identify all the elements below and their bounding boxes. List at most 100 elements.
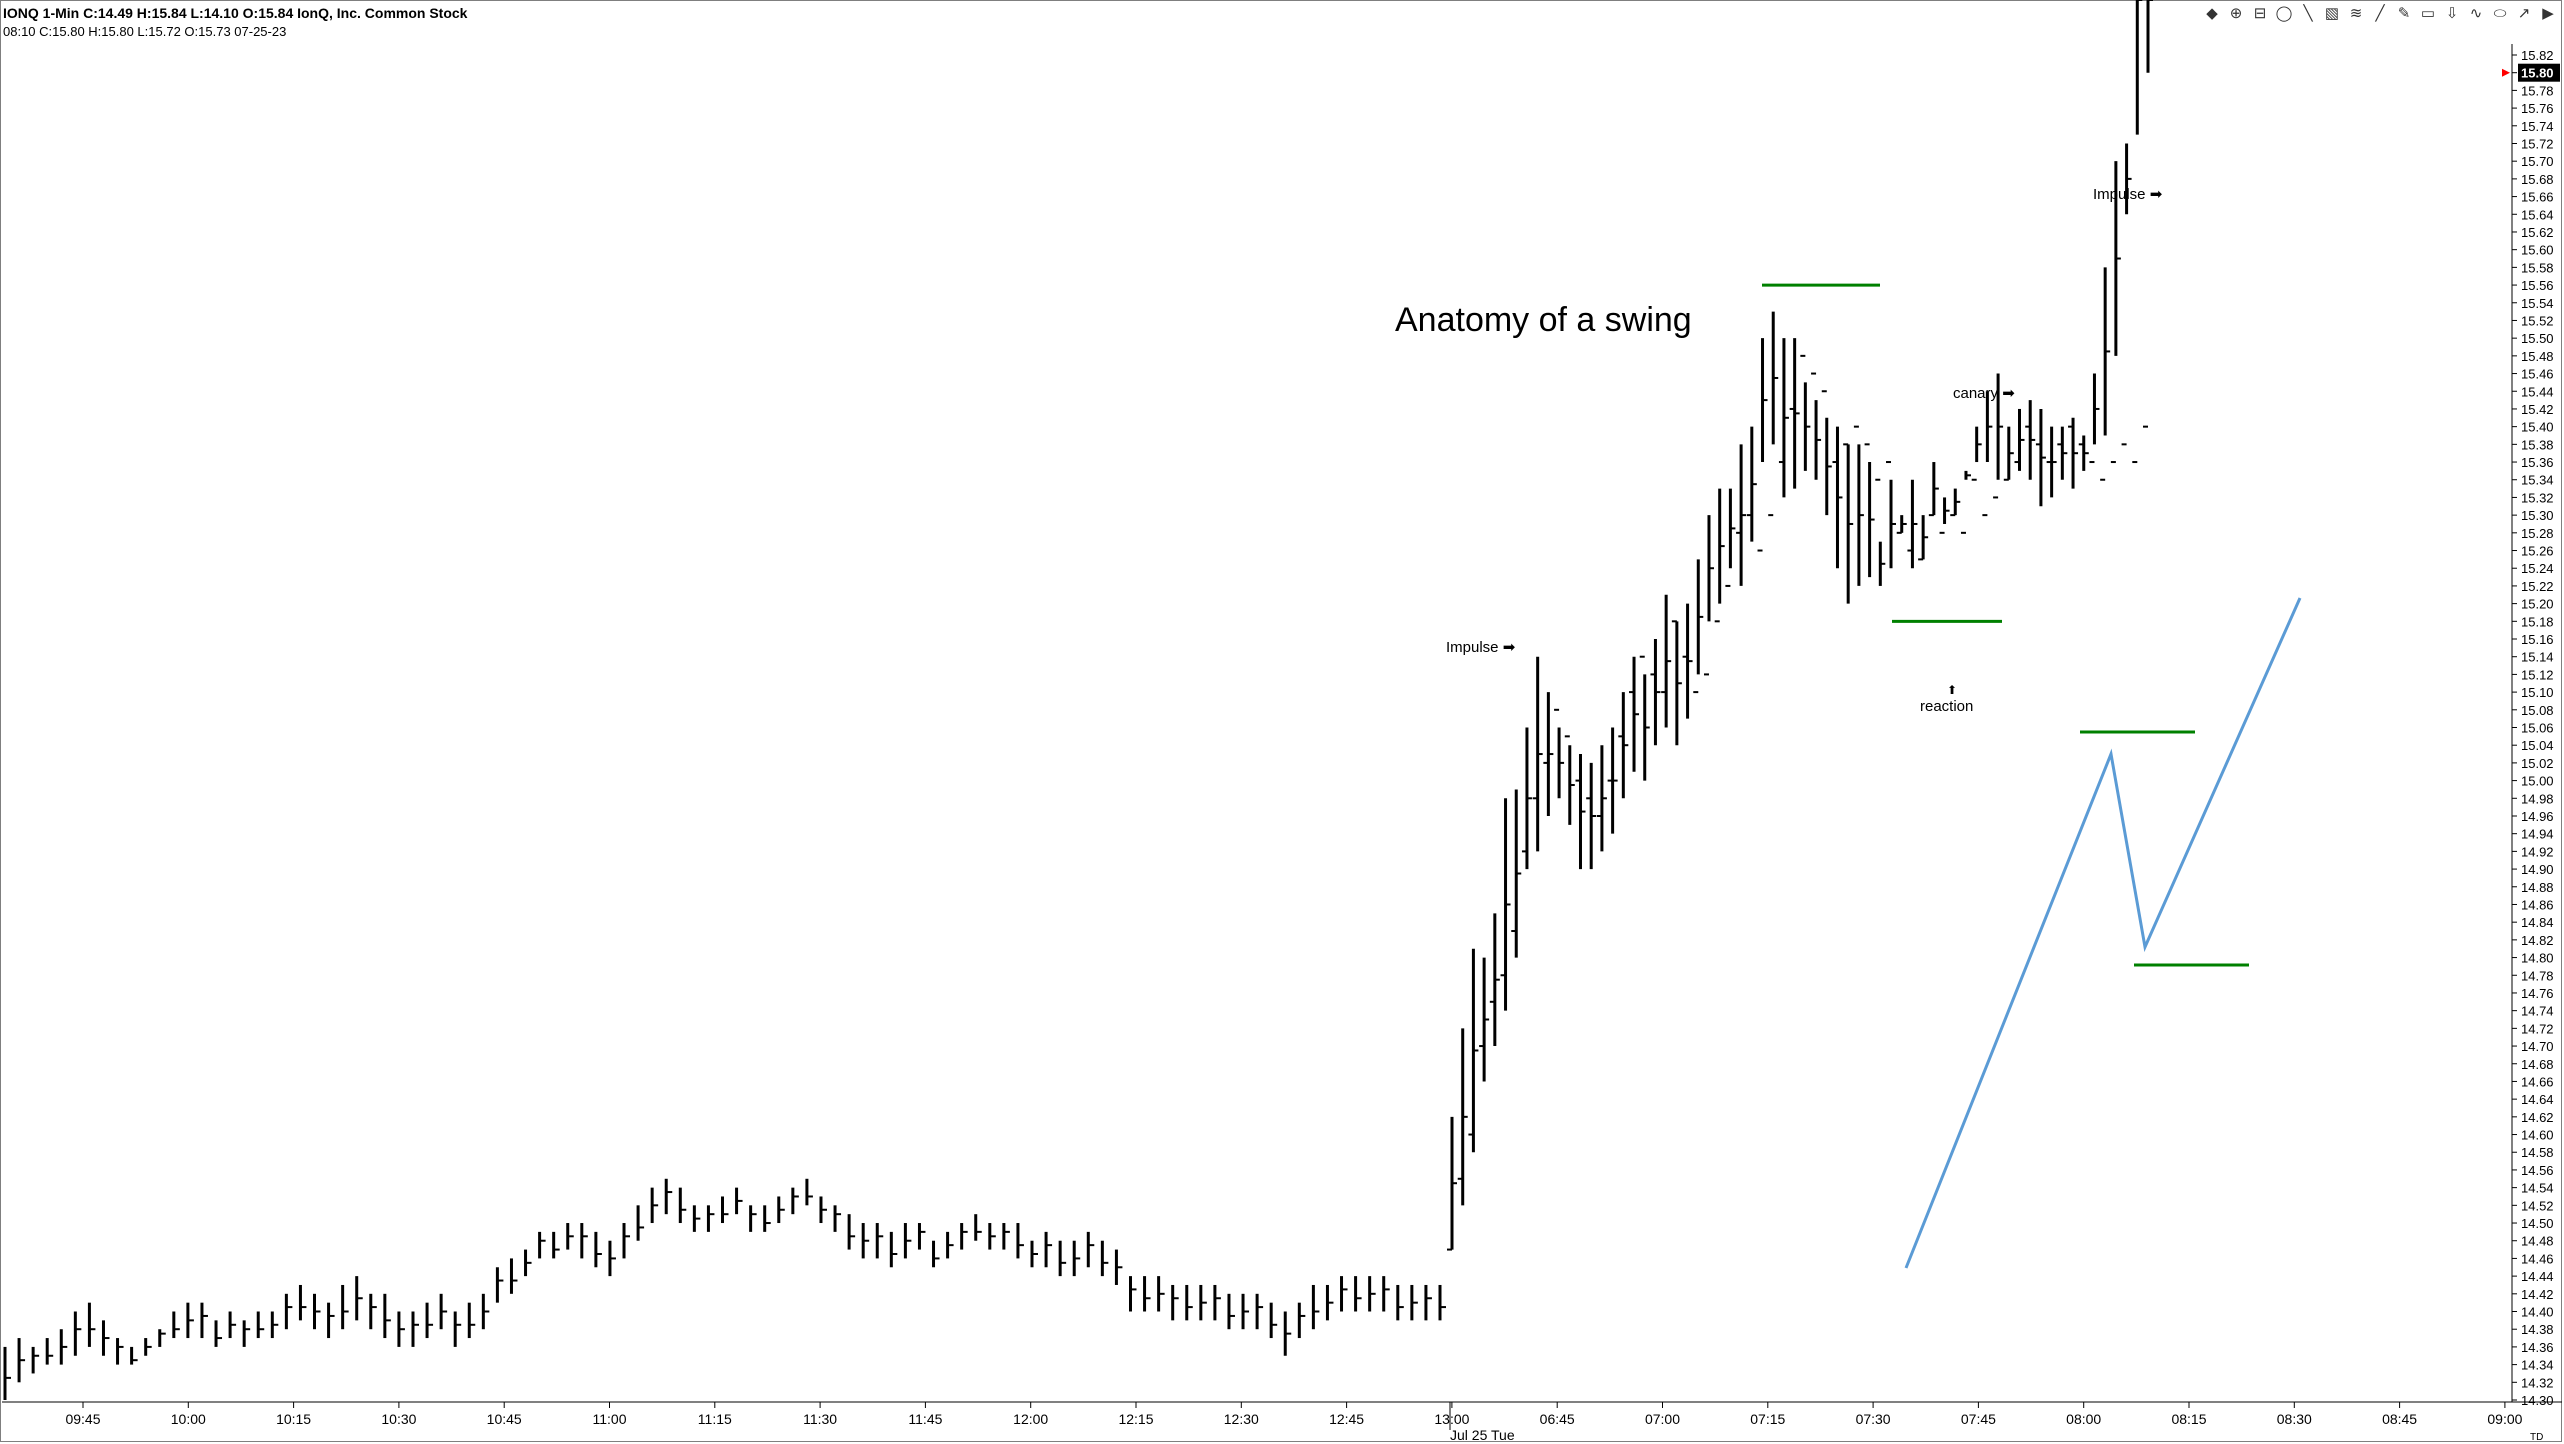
swing-diagram-line [1904,597,2302,1269]
price-tick-label: 15.64 [2521,207,2554,222]
price-tick-label: 15.04 [2521,738,2554,753]
canary-label: canary ➡ [1953,385,2015,402]
price-tick-label: 15.00 [2521,774,2554,789]
crosshair-icon[interactable]: ⊕ [2229,5,2243,22]
price-tick-label: 15.26 [2521,544,2554,559]
time-tick-label: 11:30 [803,1411,837,1427]
price-tick-label: 14.38 [2521,1322,2554,1337]
layers-icon[interactable]: ◆ [2206,5,2218,22]
arrow-icon[interactable]: ⇩ [2445,5,2459,22]
ellipse-icon[interactable]: ⬭ [2493,4,2507,22]
price-tick-label: 14.78 [2521,968,2554,983]
price-tick-label: 15.54 [2521,296,2554,311]
price-tick-label: 15.06 [2521,721,2554,736]
price-tick-label: 14.36 [2521,1340,2554,1355]
price-tick-label: 14.58 [2521,1145,2554,1160]
price-tick-label: 14.84 [2521,915,2554,930]
price-tick-label: 15.40 [2521,420,2554,435]
price-tick-label: 14.44 [2521,1269,2554,1284]
price-tick-label: 14.64 [2521,1092,2554,1107]
price-tick-label: 14.68 [2521,1057,2554,1072]
price-tick-label: 15.44 [2521,384,2554,399]
price-tick-label: 14.52 [2521,1198,2554,1213]
ruler-icon[interactable]: ⊟ [2253,5,2267,22]
time-tick-label: 07:45 [1961,1411,1996,1427]
price-tick-label: 14.74 [2521,1004,2554,1019]
price-tick-label: 15.76 [2521,101,2554,116]
price-tick-label: 15.60 [2521,243,2554,258]
bar-info: 08:10 C:15.80 H:15.80 L:15.72 O:15.73 07… [3,24,287,39]
last-price-box [2518,63,2560,82]
time-tick-label: 09:45 [65,1411,100,1427]
time-tick-label: 12:30 [1224,1411,1259,1427]
pencil-icon[interactable]: ✎ [2397,5,2411,22]
time-tick-label: 07:00 [1645,1411,1680,1427]
price-tick-label: 15.02 [2521,756,2554,771]
drawing-toolbar: ◆ ⊕ ⊟ ◯ ╲ ▧ ≋ ╱ ✎ ▭ ⇩ ∿ ⬭ ↗ ▶ [2202,3,2558,25]
circle-icon[interactable]: ◯ [2275,5,2293,22]
price-tick-label: 14.60 [2521,1128,2554,1143]
price-tick-label: 14.42 [2521,1287,2554,1302]
price-tick-label: 15.22 [2521,579,2554,594]
price-tick-label: 15.70 [2521,154,2554,169]
time-tick-label: 06:45 [1540,1411,1575,1427]
trend-icon[interactable]: ↗ [2517,5,2531,22]
price-tick-label: 15.18 [2521,614,2554,629]
price-tick-label: 15.30 [2521,508,2554,523]
price-tick-label: 14.70 [2521,1039,2554,1054]
price-tick-label: 15.24 [2521,561,2554,576]
time-tick-label: 10:00 [171,1411,206,1427]
time-tick-label: 13:00 [1434,1411,1469,1427]
price-tick-label: 14.32 [2521,1375,2554,1390]
line-icon[interactable]: ╲ [2303,5,2313,22]
reaction-label: reaction [1920,698,1973,715]
impulse-label-1: Impulse ➡ [1446,639,1516,656]
price-tick-label: 14.76 [2521,986,2554,1001]
price-tick-label: 14.56 [2521,1163,2554,1178]
price-tick-label: 15.50 [2521,331,2554,346]
price-tick-label: 15.08 [2521,703,2554,718]
price-tick-label: 14.94 [2521,827,2554,842]
price-tick-label: 14.48 [2521,1234,2554,1249]
price-tick-label: 14.30 [2521,1393,2554,1408]
price-tick-label: 14.92 [2521,844,2554,859]
price-tick-label: 15.32 [2521,490,2554,505]
time-tick-label: 07:30 [1856,1411,1891,1427]
price-tick-label: 14.82 [2521,933,2554,948]
price-tick-label: 15.62 [2521,225,2554,240]
time-tick-label: 12:15 [1118,1411,1153,1427]
price-tick-label: 15.48 [2521,349,2554,364]
price-tick-label: 15.16 [2521,632,2554,647]
time-tick-label: 12:00 [1013,1411,1048,1427]
price-tick-label: 14.54 [2521,1181,2554,1196]
price-tick-label: 14.86 [2521,897,2554,912]
time-tick-label: 08:15 [2171,1411,2206,1427]
price-tick-label: 14.62 [2521,1110,2554,1125]
fib-icon[interactable]: ≋ [2349,5,2363,22]
time-tick-label: 12:45 [1329,1411,1364,1427]
price-tick-label: 15.20 [2521,597,2554,612]
price-tick-label: 15.28 [2521,526,2554,541]
price-tick-label: 15.46 [2521,367,2554,382]
swing-icon[interactable]: ∿ [2469,5,2483,22]
price-tick-label: 14.88 [2521,880,2554,895]
channel-icon[interactable]: ▧ [2324,5,2340,22]
price-tick-label: 14.40 [2521,1305,2554,1320]
price-tick-label: 15.74 [2521,119,2554,134]
corner-label: TD [2530,1432,2543,1443]
price-tick-label: 15.68 [2521,172,2554,187]
price-tick-label: 15.42 [2521,402,2554,417]
price-tick-label: 14.72 [2521,1021,2554,1036]
price-tick-label: 14.66 [2521,1074,2554,1089]
rectangle-icon[interactable]: ▭ [2420,5,2436,22]
price-tick-label: 15.38 [2521,437,2554,452]
time-tick-label: 09:00 [2487,1411,2522,1427]
channel-line-icon[interactable]: ╱ [2375,5,2385,22]
time-tick-label: 10:15 [276,1411,311,1427]
price-tick-label: 14.34 [2521,1358,2554,1373]
price-tick-label: 15.78 [2521,83,2554,98]
price-tick-label: 14.80 [2521,951,2554,966]
scroll-right-icon[interactable]: ▶ [2542,5,2554,22]
